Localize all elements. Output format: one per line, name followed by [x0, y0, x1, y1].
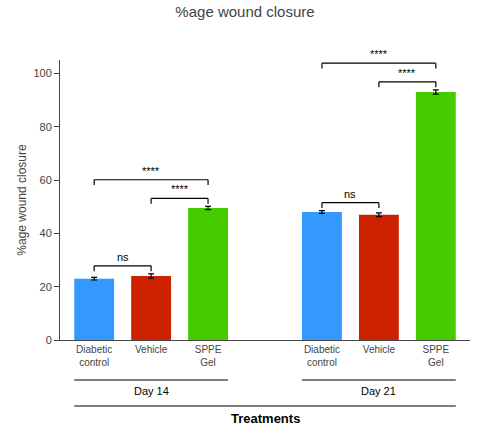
svg-text:ns: ns [117, 251, 129, 263]
svg-text:****: **** [142, 165, 160, 177]
svg-text:40: 40 [40, 227, 52, 239]
svg-text:60: 60 [40, 174, 52, 186]
svg-text:****: **** [398, 67, 416, 79]
svg-text:Day 14: Day 14 [134, 385, 169, 397]
svg-text:80: 80 [40, 121, 52, 133]
svg-text:Day 21: Day 21 [361, 385, 396, 397]
svg-text:Vehicle: Vehicle [135, 344, 168, 355]
svg-text:Diabeticcontrol: Diabeticcontrol [304, 344, 340, 368]
svg-text:100: 100 [33, 67, 51, 79]
svg-text:Diabeticcontrol: Diabeticcontrol [76, 344, 112, 368]
svg-text:Treatments: Treatments [231, 411, 300, 426]
svg-text:20: 20 [40, 281, 52, 293]
svg-text:****: **** [171, 183, 189, 195]
svg-text:SPPEGel: SPPEGel [422, 344, 449, 368]
svg-text:0: 0 [46, 334, 52, 346]
svg-text:Vehicle: Vehicle [363, 344, 396, 355]
svg-text:%age wound closure: %age wound closure [15, 144, 29, 256]
svg-text:ns: ns [344, 188, 356, 200]
svg-text:SPPEGel: SPPEGel [195, 344, 222, 368]
svg-text:%age wound closure: %age wound closure [175, 3, 314, 20]
svg-text:****: **** [370, 48, 388, 60]
